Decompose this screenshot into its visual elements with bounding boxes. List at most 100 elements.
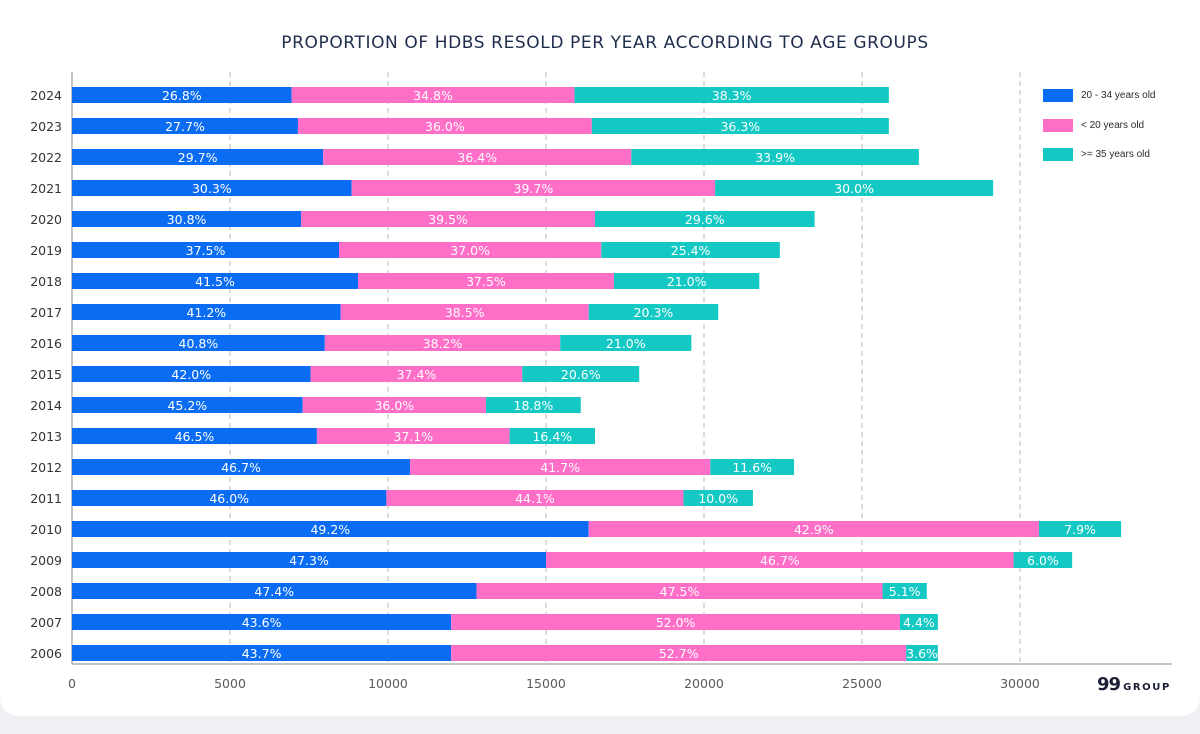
bar-2018-series-1 bbox=[357, 273, 614, 289]
bar-2009-series-1 bbox=[546, 552, 1014, 568]
bar-2023-series-2 bbox=[591, 118, 889, 134]
bar-2011-series-1 bbox=[386, 490, 684, 506]
data-label-2008-series-1: 47.5% bbox=[660, 584, 700, 599]
data-label-2014-series-1: 36.0% bbox=[374, 398, 414, 413]
data-label-2006-series-2: 3.6% bbox=[906, 646, 938, 661]
data-label-2012-series-2: 11.6% bbox=[732, 460, 772, 475]
bar-2020-series-0 bbox=[72, 211, 302, 227]
legend-label-35-plus: >= 35 years old bbox=[1081, 149, 1150, 160]
y-tick-label-2009: 2009 bbox=[30, 553, 62, 568]
chart-card: PROPORTION OF HDBS RESOLD PER YEAR ACCOR… bbox=[0, 0, 1200, 716]
y-tick-label-2013: 2013 bbox=[30, 429, 62, 444]
bar-2022-series-1 bbox=[323, 149, 632, 165]
legend-swatch-20-34 bbox=[1043, 89, 1073, 102]
data-label-2011-series-0: 46.0% bbox=[209, 491, 249, 506]
bar-2016-series-2 bbox=[560, 335, 692, 351]
y-tick-label-2023: 2023 bbox=[30, 119, 62, 134]
x-tick-label-0: 0 bbox=[68, 676, 76, 691]
data-label-2011-series-2: 10.0% bbox=[698, 491, 738, 506]
data-label-2010-series-2: 7.9% bbox=[1064, 522, 1096, 537]
bar-2018-series-0 bbox=[72, 273, 358, 289]
data-label-2012-series-0: 46.7% bbox=[221, 460, 261, 475]
legend-label-20-34: 20 - 34 years old bbox=[1081, 90, 1156, 101]
y-tick-label-2012: 2012 bbox=[30, 460, 62, 475]
bar-2019-series-1 bbox=[339, 242, 602, 258]
bar-2019-series-0 bbox=[72, 242, 340, 258]
data-label-2019-series-1: 37.0% bbox=[450, 243, 490, 258]
data-label-2013-series-0: 46.5% bbox=[175, 429, 215, 444]
bar-2014-series-2 bbox=[485, 397, 581, 413]
data-label-2023-series-2: 36.3% bbox=[720, 119, 760, 134]
bar-2023-series-0 bbox=[72, 118, 298, 134]
data-label-2006-series-0: 43.7% bbox=[242, 646, 282, 661]
bar-2015-series-1 bbox=[310, 366, 523, 382]
data-label-2019-series-0: 37.5% bbox=[186, 243, 226, 258]
data-label-2023-series-1: 36.0% bbox=[425, 119, 465, 134]
data-label-2007-series-1: 52.0% bbox=[656, 615, 696, 630]
bar-2013-series-2 bbox=[509, 428, 595, 444]
bar-2024-series-2 bbox=[574, 87, 889, 103]
bar-2015-series-0 bbox=[72, 366, 311, 382]
data-label-2017-series-0: 41.2% bbox=[186, 305, 226, 320]
bar-2011-series-0 bbox=[72, 490, 387, 506]
data-label-2022-series-0: 29.7% bbox=[178, 150, 218, 165]
data-label-2015-series-2: 20.6% bbox=[561, 367, 601, 382]
data-label-2022-series-1: 36.4% bbox=[457, 150, 497, 165]
data-label-2014-series-0: 45.2% bbox=[167, 398, 207, 413]
data-label-2009-series-2: 6.0% bbox=[1027, 553, 1059, 568]
legend-item-20-34: 20 - 34 years old bbox=[1043, 88, 1156, 103]
x-tick-label-20000: 20000 bbox=[684, 676, 724, 691]
bar-2021-series-2 bbox=[715, 180, 994, 196]
data-label-2008-series-2: 5.1% bbox=[889, 584, 921, 599]
data-label-2011-series-1: 44.1% bbox=[515, 491, 555, 506]
data-label-2024-series-1: 34.8% bbox=[413, 88, 453, 103]
data-label-2016-series-1: 38.2% bbox=[423, 336, 463, 351]
bar-2020-series-1 bbox=[301, 211, 595, 227]
bar-2015-series-2 bbox=[522, 366, 640, 382]
data-label-2018-series-1: 37.5% bbox=[466, 274, 506, 289]
y-tick-label-2018: 2018 bbox=[30, 274, 62, 289]
bar-2010-series-1 bbox=[588, 521, 1039, 537]
data-label-2021-series-1: 39.7% bbox=[514, 181, 554, 196]
data-label-2009-series-0: 47.3% bbox=[289, 553, 329, 568]
data-label-2010-series-0: 49.2% bbox=[310, 522, 350, 537]
bar-2007-series-2 bbox=[899, 614, 938, 630]
bar-2016-series-1 bbox=[324, 335, 561, 351]
x-tick-label-25000: 25000 bbox=[842, 676, 882, 691]
data-label-2020-series-2: 29.6% bbox=[685, 212, 725, 227]
data-label-2013-series-2: 16.4% bbox=[532, 429, 572, 444]
bar-2009-series-2 bbox=[1013, 552, 1073, 568]
bar-2006-series-2 bbox=[906, 645, 938, 661]
data-label-2009-series-1: 46.7% bbox=[760, 553, 800, 568]
legend: 20 - 34 years old < 20 years old >= 35 y… bbox=[1043, 88, 1156, 177]
y-tick-label-2019: 2019 bbox=[30, 243, 62, 258]
data-label-2021-series-2: 30.0% bbox=[834, 181, 874, 196]
bar-2023-series-1 bbox=[297, 118, 592, 134]
bar-2008-series-0 bbox=[72, 583, 477, 599]
brand-text: GROUP bbox=[1123, 682, 1171, 693]
bar-2013-series-0 bbox=[72, 428, 317, 444]
data-label-2007-series-0: 43.6% bbox=[242, 615, 282, 630]
data-label-2016-series-0: 40.8% bbox=[179, 336, 219, 351]
bar-2016-series-0 bbox=[72, 335, 325, 351]
y-tick-label-2021: 2021 bbox=[30, 181, 62, 196]
bar-2008-series-1 bbox=[476, 583, 883, 599]
bar-2013-series-1 bbox=[316, 428, 510, 444]
y-tick-label-2017: 2017 bbox=[30, 305, 62, 320]
bar-2022-series-2 bbox=[631, 149, 919, 165]
data-label-2017-series-2: 20.3% bbox=[634, 305, 674, 320]
data-label-2018-series-0: 41.5% bbox=[195, 274, 235, 289]
data-label-2023-series-0: 27.7% bbox=[165, 119, 205, 134]
data-label-2020-series-1: 39.5% bbox=[428, 212, 468, 227]
legend-swatch-under-20 bbox=[1043, 118, 1073, 132]
y-tick-label-2010: 2010 bbox=[30, 522, 62, 537]
data-label-2014-series-2: 18.8% bbox=[514, 398, 554, 413]
bar-2008-series-2 bbox=[882, 583, 927, 599]
bar-2017-series-1 bbox=[340, 304, 589, 320]
x-tick-label-10000: 10000 bbox=[368, 676, 408, 691]
bar-2007-series-1 bbox=[451, 614, 900, 630]
x-tick-label-5000: 5000 bbox=[214, 676, 246, 691]
data-label-2007-series-2: 4.4% bbox=[903, 615, 935, 630]
data-label-2016-series-2: 21.0% bbox=[606, 336, 646, 351]
